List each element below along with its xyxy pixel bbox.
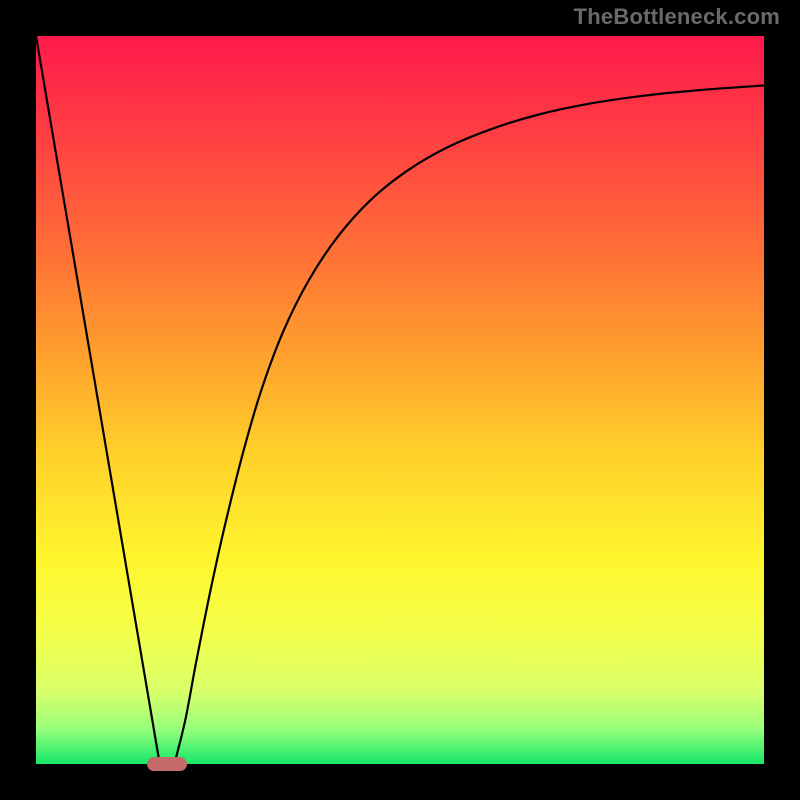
chart-frame: TheBottleneck.com	[0, 0, 800, 800]
plot-area	[36, 36, 764, 764]
watermark-text: TheBottleneck.com	[574, 4, 780, 30]
optimal-marker	[147, 757, 187, 770]
bottleneck-curve	[36, 36, 764, 764]
